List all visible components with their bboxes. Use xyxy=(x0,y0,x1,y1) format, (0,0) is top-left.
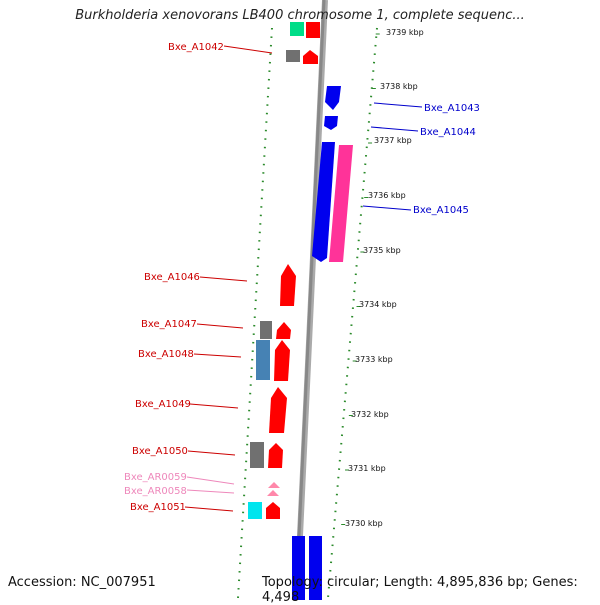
gene-label[interactable]: Bxe_A1043 xyxy=(424,103,480,114)
gene-feature[interactable] xyxy=(268,443,283,468)
gene-label[interactable]: Bxe_A1047 xyxy=(141,319,197,330)
gene-feature[interactable] xyxy=(266,502,280,519)
gene-feature[interactable] xyxy=(306,22,320,38)
gc-skew-track-outer xyxy=(327,27,378,599)
ruler-label: 3738 kbp xyxy=(380,82,418,91)
gene-feature[interactable] xyxy=(260,321,272,339)
ruler-label: 3735 kbp xyxy=(363,246,401,255)
feature-track xyxy=(248,22,353,600)
accession-text: Accession: NC_007951 xyxy=(8,575,156,590)
gene-feature[interactable] xyxy=(269,387,287,433)
gene-label[interactable]: Bxe_A1048 xyxy=(138,349,194,360)
ruler-ticks xyxy=(341,33,380,525)
gene-feature[interactable] xyxy=(248,502,262,519)
gene-feature[interactable] xyxy=(292,536,305,600)
gene-feature[interactable] xyxy=(256,340,270,380)
topology-text: Topology: circular; Length: 4,895,836 bp… xyxy=(262,575,578,605)
gene-feature[interactable] xyxy=(250,442,264,468)
gene-label[interactable]: Bxe_A1045 xyxy=(413,205,469,216)
gene-feature[interactable] xyxy=(324,116,338,130)
gene-label[interactable]: Bxe_A1042 xyxy=(168,42,224,53)
gene-feature[interactable] xyxy=(309,536,322,600)
gene-feature[interactable] xyxy=(290,22,304,36)
gene-feature[interactable] xyxy=(303,50,318,64)
gene-label[interactable]: Bxe_A1050 xyxy=(132,446,188,457)
gene-feature[interactable] xyxy=(286,50,300,62)
gene-label[interactable]: Bxe_A1046 xyxy=(144,272,200,283)
gene-feature[interactable] xyxy=(312,142,335,262)
gene-label[interactable]: Bxe_A1051 xyxy=(130,502,186,513)
gene-label[interactable]: Bxe_AR0058 xyxy=(124,486,187,497)
ruler-label: 3736 kbp xyxy=(368,191,406,200)
ruler-label: 3734 kbp xyxy=(359,300,397,309)
gene-feature[interactable] xyxy=(280,264,296,306)
rna-feature[interactable] xyxy=(267,490,279,496)
backbone xyxy=(294,0,326,600)
gene-feature[interactable] xyxy=(329,145,353,262)
gene-feature[interactable] xyxy=(325,86,341,110)
ruler-label: 3733 kbp xyxy=(355,355,393,364)
ruler-label: 3730 kbp xyxy=(345,519,383,528)
gene-label[interactable]: Bxe_AR0059 xyxy=(124,472,187,483)
gene-feature[interactable] xyxy=(276,322,291,339)
ruler-label: 3731 kbp xyxy=(348,464,386,473)
map-title: Burkholderia xenovorans LB400 chromosome… xyxy=(75,8,525,23)
ruler-label: 3732 kbp xyxy=(351,410,389,419)
gene-feature[interactable] xyxy=(274,340,290,381)
gene-label[interactable]: Bxe_A1049 xyxy=(135,399,191,410)
rna-feature[interactable] xyxy=(268,482,280,488)
ruler-label: 3737 kbp xyxy=(374,136,412,145)
label-leaders xyxy=(184,45,423,512)
ruler-label: 3739 kbp xyxy=(386,28,424,37)
gene-label[interactable]: Bxe_A1044 xyxy=(420,127,476,138)
